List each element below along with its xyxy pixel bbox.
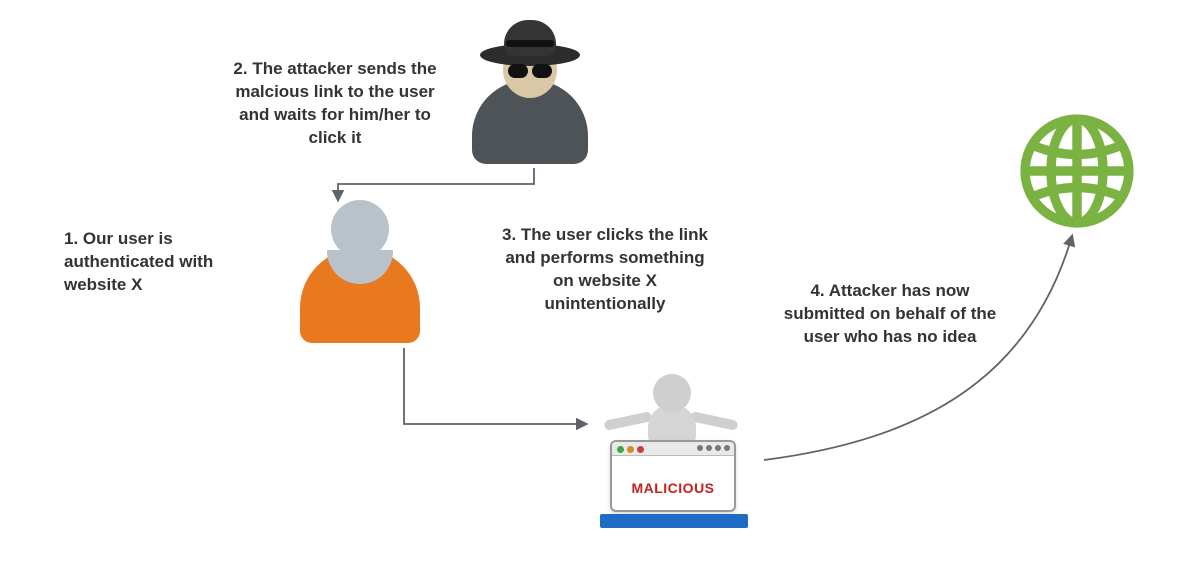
malsite-footer [600, 514, 748, 528]
attacker-glasses-right [532, 64, 552, 78]
edge-attacker-to-user [338, 168, 534, 200]
step-3-label: 3. The user clicks the link and performs… [495, 224, 715, 316]
attacker-icon [460, 18, 600, 168]
malsite-control-dots [697, 445, 730, 451]
diagram-canvas: 1. Our user is authenticated with websit… [0, 0, 1200, 586]
step-1-label: 1. Our user is authenticated with websit… [64, 228, 284, 297]
globe-icon [1018, 112, 1136, 230]
user-head [331, 200, 389, 258]
step-4-label: 4. Attacker has now submitted on behalf … [780, 280, 1000, 349]
malsite-window-bar [612, 442, 734, 456]
malsite-figure-head [653, 374, 691, 412]
malsite-figure-arm-left [603, 411, 652, 431]
attacker-hat-band [506, 40, 554, 47]
malsite-figure-arm-right [689, 411, 738, 431]
malsite-window: MALICIOUS SITE [610, 440, 736, 512]
attacker-glasses-left [508, 64, 528, 78]
user-icon [290, 200, 430, 360]
malsite-label-line1: MALICIOUS [631, 480, 714, 496]
attacker-hat-top [504, 20, 556, 56]
malicious-site-icon: MALICIOUS SITE [590, 374, 760, 534]
malsite-nav-dots [617, 446, 644, 453]
step-2-label: 2. The attacker sends the malcious link … [220, 58, 450, 150]
edge-user-to-malsite [404, 348, 586, 424]
